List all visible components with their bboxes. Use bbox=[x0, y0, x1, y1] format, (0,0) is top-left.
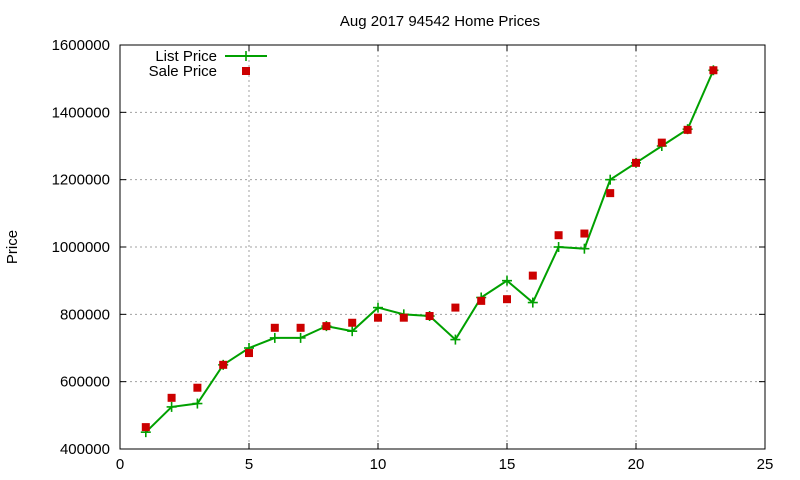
sale-price-point bbox=[219, 360, 228, 369]
list-price-point bbox=[605, 174, 616, 185]
legend-marker-list-price bbox=[241, 51, 251, 61]
chart-title: Aug 2017 94542 Home Prices bbox=[340, 13, 540, 30]
sale-price-point bbox=[141, 423, 150, 432]
sale-price-point bbox=[167, 393, 176, 402]
ticks: 0 5 10 15 20 25 400000 600000 800000 1000000 12000… bbox=[52, 37, 774, 473]
sale-price-point bbox=[657, 138, 666, 147]
x-tick-label: 10 bbox=[370, 456, 387, 473]
sale-price-point bbox=[606, 189, 615, 198]
y-tick-label: 400000 bbox=[60, 441, 110, 458]
sale-price-point bbox=[632, 158, 640, 167]
list-price-point bbox=[527, 297, 538, 308]
y-tick-label: 1400000 bbox=[52, 104, 110, 121]
list-price-point bbox=[166, 401, 177, 412]
legend-swatch-sale-price bbox=[242, 67, 250, 75]
legend-label-sale-price: Sale Price bbox=[149, 63, 217, 80]
list-price-point bbox=[192, 398, 203, 409]
list-price-point bbox=[553, 242, 564, 252]
series-layer bbox=[140, 65, 719, 438]
sale-price-point bbox=[425, 312, 434, 321]
sale-price-point bbox=[528, 271, 537, 280]
list-price-point bbox=[295, 332, 306, 343]
x-tick-label: 15 bbox=[499, 456, 516, 473]
list-price-point bbox=[373, 302, 383, 313]
sale-price-point bbox=[193, 383, 202, 392]
y-tick-label: 1000000 bbox=[52, 239, 110, 256]
list-price-point bbox=[450, 334, 461, 345]
y-tick-label: 1600000 bbox=[52, 37, 110, 54]
x-tick-label: 0 bbox=[116, 456, 124, 473]
list-price-point bbox=[347, 326, 358, 337]
sale-price-point bbox=[503, 295, 511, 304]
x-tick-label: 25 bbox=[757, 456, 774, 473]
sale-price-point bbox=[374, 313, 382, 322]
y-axis-label: Price bbox=[4, 230, 21, 264]
sale-price-point bbox=[348, 318, 357, 327]
sale-price-point bbox=[322, 322, 331, 331]
series-sale-price bbox=[141, 66, 718, 432]
legend-label-list-price: List Price bbox=[155, 48, 217, 65]
list-price-point bbox=[579, 243, 590, 254]
y-tick-label: 800000 bbox=[60, 306, 110, 323]
sale-price-point bbox=[245, 349, 253, 358]
sale-price-point bbox=[580, 229, 589, 238]
sale-price-point bbox=[683, 125, 692, 134]
sale-price-point bbox=[399, 313, 408, 322]
x-tick-label: 20 bbox=[628, 456, 645, 473]
sale-price-point bbox=[296, 323, 305, 332]
sale-price-point bbox=[451, 303, 460, 312]
sale-price-point bbox=[709, 66, 718, 75]
sale-price-point bbox=[554, 231, 563, 240]
grid bbox=[120, 45, 765, 449]
y-tick-label: 1200000 bbox=[52, 172, 110, 189]
sale-price-point bbox=[477, 296, 486, 305]
list-price-point bbox=[502, 275, 512, 286]
x-tick-label: 5 bbox=[245, 456, 253, 473]
list-price-point bbox=[269, 332, 280, 343]
y-tick-label: 600000 bbox=[60, 374, 110, 391]
sale-price-point bbox=[270, 323, 279, 332]
